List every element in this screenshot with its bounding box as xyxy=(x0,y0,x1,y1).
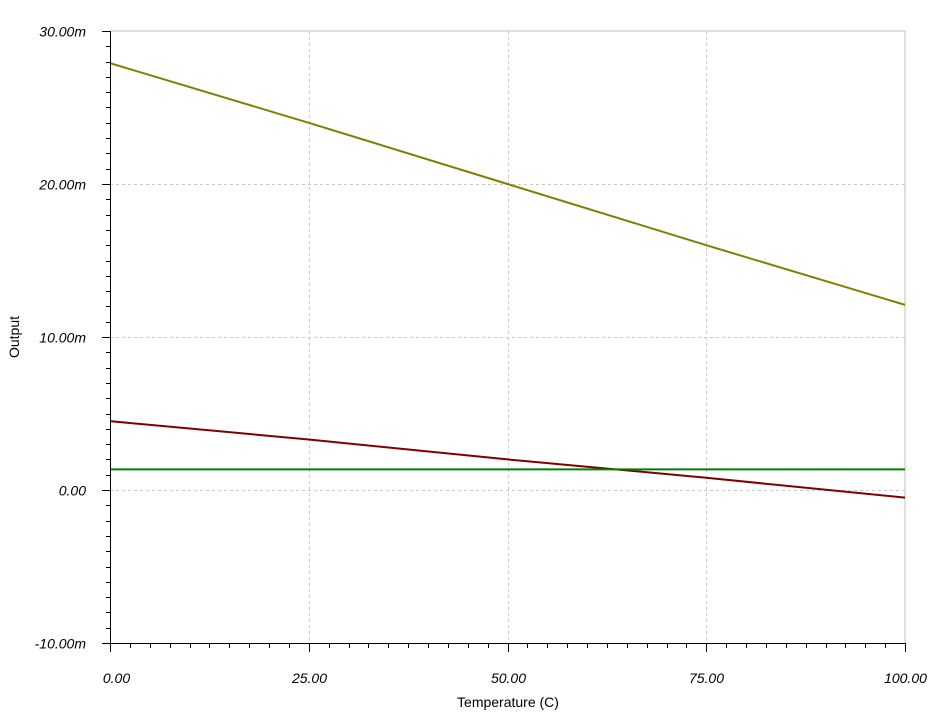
series-layer xyxy=(109,62,906,499)
y-tick-label: 20.00m xyxy=(38,177,86,193)
axes-layer xyxy=(102,31,906,652)
y-tick-label: 30.00m xyxy=(39,24,86,40)
series-line-2 xyxy=(109,420,906,499)
x-tick-label: 75.00 xyxy=(689,670,724,686)
y-tick-label: -10.00m xyxy=(35,636,87,652)
series-line-1 xyxy=(109,62,906,306)
x-tick-label: 100.00 xyxy=(884,670,927,686)
x-axis-title: Temperature (C) xyxy=(457,694,559,710)
x-tick-label: 25.00 xyxy=(291,670,327,686)
x-tick-label: 50.00 xyxy=(491,670,526,686)
labels-layer: Temperature (C) Output -10.00m 0.00 10.00m… xyxy=(6,24,927,711)
y-tick-label: 10.00m xyxy=(39,330,86,346)
grid-layer xyxy=(110,30,906,643)
x-tick-label: 0.00 xyxy=(103,670,130,686)
y-axis-title: Output xyxy=(6,316,22,358)
y-tick-label: 0.00 xyxy=(59,483,86,499)
